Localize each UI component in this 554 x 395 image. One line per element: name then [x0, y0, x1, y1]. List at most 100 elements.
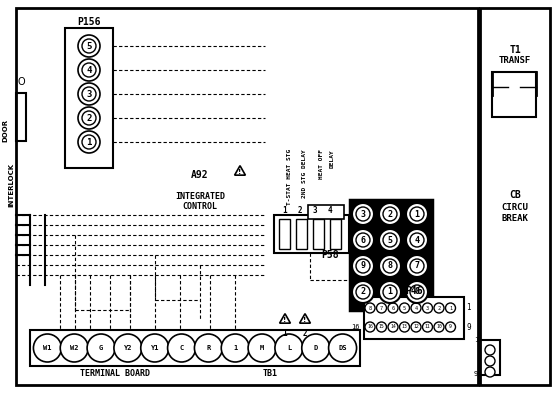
Bar [274, 215, 349, 253]
Text: TRANSF: TRANSF [499, 56, 531, 64]
Bar [330, 219, 341, 249]
Circle shape [379, 255, 401, 277]
Text: !: ! [304, 318, 306, 324]
Circle shape [406, 281, 428, 303]
Text: O: O [17, 77, 25, 87]
Text: TB1: TB1 [263, 369, 278, 378]
Circle shape [356, 233, 370, 247]
Text: R: R [206, 345, 211, 351]
Text: 1: 1 [474, 337, 478, 343]
Circle shape [399, 303, 409, 313]
Circle shape [411, 322, 421, 332]
Text: 5: 5 [403, 305, 406, 310]
Circle shape [352, 281, 374, 303]
Polygon shape [300, 314, 310, 323]
Text: 1: 1 [86, 137, 92, 147]
Circle shape [383, 207, 397, 221]
Text: P46: P46 [405, 286, 423, 296]
Text: 16: 16 [367, 325, 373, 329]
Circle shape [356, 285, 370, 299]
Bar [492, 72, 536, 117]
Text: !: ! [238, 169, 242, 175]
Text: G: G [99, 345, 103, 351]
Text: W2: W2 [70, 345, 79, 351]
Circle shape [410, 207, 424, 221]
Circle shape [410, 285, 424, 299]
Text: 6: 6 [361, 235, 366, 245]
Circle shape [87, 334, 115, 362]
Text: 2: 2 [387, 209, 392, 218]
Text: CIRCU: CIRCU [501, 203, 529, 211]
Circle shape [485, 367, 495, 377]
Circle shape [406, 255, 428, 277]
Text: 2: 2 [302, 329, 307, 337]
Circle shape [377, 322, 387, 332]
Circle shape [82, 39, 96, 53]
Text: 10: 10 [436, 325, 442, 329]
Circle shape [399, 322, 409, 332]
Circle shape [410, 233, 424, 247]
Text: Y2: Y2 [124, 345, 132, 351]
Circle shape [406, 229, 428, 251]
Bar [16, 93, 26, 141]
Circle shape [423, 303, 433, 313]
Circle shape [445, 322, 455, 332]
Circle shape [60, 334, 88, 362]
Circle shape [78, 131, 100, 153]
Text: INTERLOCK: INTERLOCK [8, 163, 14, 207]
Text: 1: 1 [414, 209, 419, 218]
Circle shape [352, 203, 374, 225]
Circle shape [383, 233, 397, 247]
Text: 8: 8 [355, 303, 360, 312]
Circle shape [33, 334, 61, 362]
Bar [16, 8, 478, 385]
Circle shape [383, 285, 397, 299]
Text: DS: DS [338, 345, 347, 351]
Circle shape [78, 59, 100, 81]
Polygon shape [280, 314, 290, 323]
Circle shape [78, 107, 100, 129]
Text: 1: 1 [283, 205, 288, 214]
Bar [480, 340, 500, 375]
Circle shape [275, 334, 303, 362]
Text: 13: 13 [402, 325, 407, 329]
Circle shape [352, 255, 374, 277]
Circle shape [445, 303, 455, 313]
Circle shape [167, 334, 196, 362]
Circle shape [434, 322, 444, 332]
Text: 1: 1 [233, 345, 237, 351]
Circle shape [356, 259, 370, 273]
Circle shape [388, 303, 398, 313]
Text: 1: 1 [387, 288, 392, 297]
Circle shape [141, 334, 169, 362]
Bar [30, 330, 360, 366]
Text: 3: 3 [86, 90, 92, 98]
Text: 7: 7 [380, 305, 383, 310]
Text: 15: 15 [378, 325, 384, 329]
Text: 4: 4 [86, 66, 92, 75]
Text: 2: 2 [438, 305, 440, 310]
Text: L: L [287, 345, 291, 351]
Circle shape [248, 334, 276, 362]
Text: 14: 14 [390, 325, 396, 329]
Circle shape [423, 322, 433, 332]
Text: 4: 4 [414, 305, 418, 310]
Text: 5: 5 [86, 41, 92, 51]
Text: P58: P58 [321, 250, 339, 260]
Text: 8: 8 [387, 261, 392, 271]
Text: T1: T1 [509, 45, 521, 55]
Circle shape [78, 35, 100, 57]
Text: !: ! [284, 318, 286, 324]
Bar [350, 200, 432, 310]
Text: 4: 4 [327, 205, 332, 214]
Circle shape [434, 303, 444, 313]
Text: DOOR: DOOR [2, 118, 8, 141]
Circle shape [356, 207, 370, 221]
Text: 6: 6 [392, 305, 394, 310]
Circle shape [352, 229, 374, 251]
Circle shape [194, 334, 222, 362]
Text: 2ND STG DELAY: 2ND STG DELAY [302, 149, 307, 198]
Circle shape [410, 259, 424, 273]
Circle shape [365, 303, 375, 313]
Bar [296, 219, 307, 249]
